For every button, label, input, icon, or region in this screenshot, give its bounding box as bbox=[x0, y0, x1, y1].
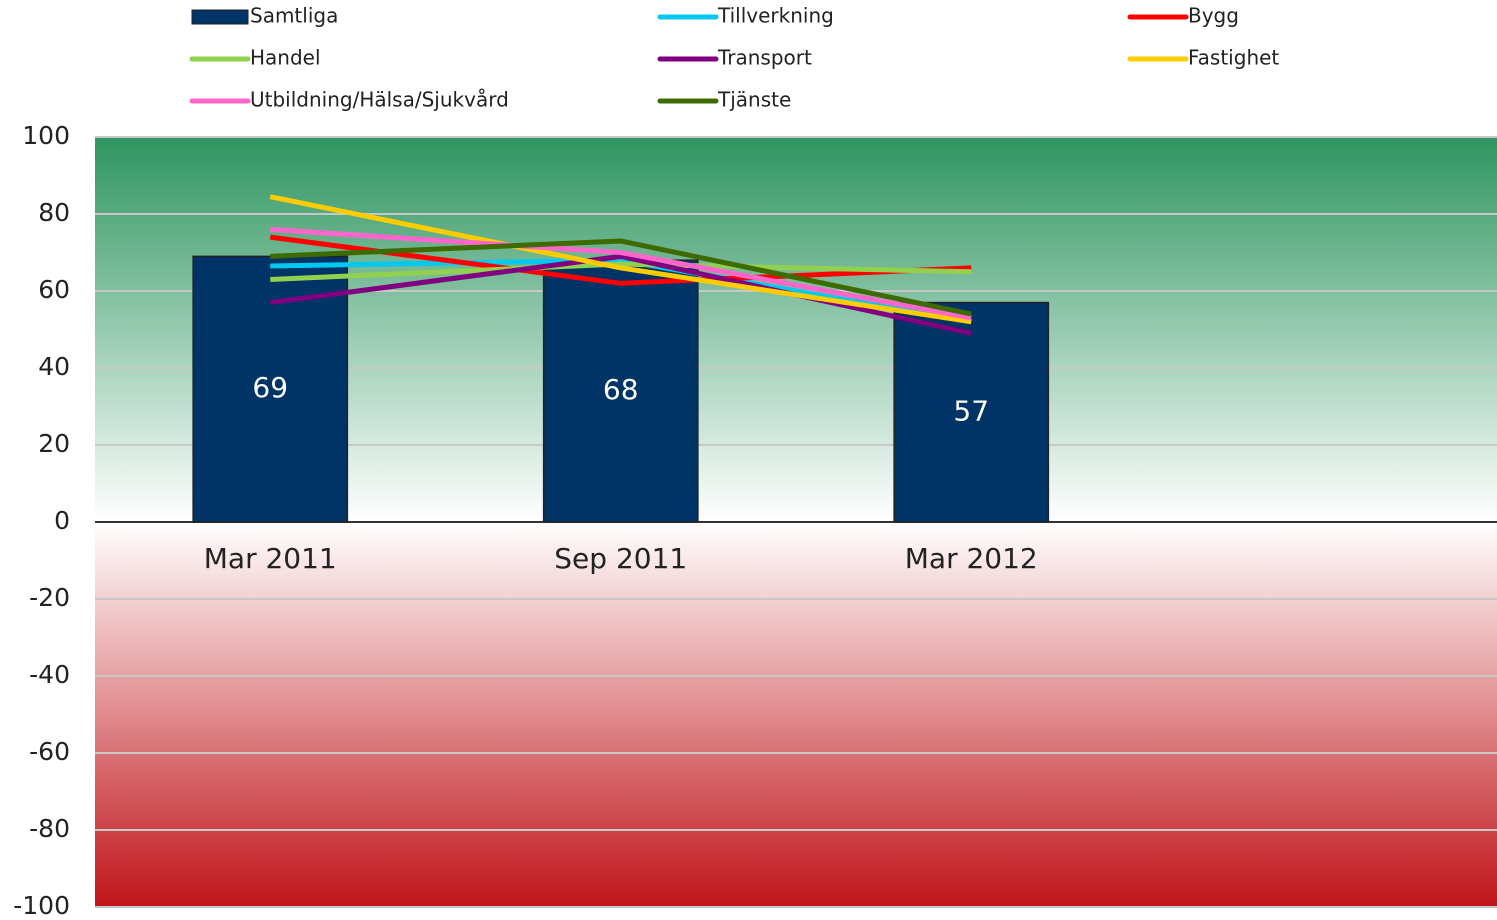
line-series bbox=[269, 194, 972, 325]
legend-label: Samtliga bbox=[250, 4, 338, 28]
legend-label: Fastighet bbox=[1188, 46, 1279, 70]
y-tick-label: 100 bbox=[22, 121, 70, 150]
line-series bbox=[270, 238, 972, 317]
legend-label: Bygg bbox=[1188, 4, 1239, 28]
line-series bbox=[270, 226, 972, 321]
y-tick-label: -60 bbox=[29, 737, 70, 766]
y-tick-label: 40 bbox=[38, 352, 70, 381]
line-series bbox=[270, 261, 972, 282]
y-tick-label: 60 bbox=[38, 275, 70, 304]
legend-label: Transport bbox=[717, 46, 812, 70]
y-tick-label: 0 bbox=[54, 506, 70, 535]
legend-label: Tjänste bbox=[717, 88, 791, 112]
x-tick-label: Mar 2012 bbox=[905, 542, 1038, 575]
data-label: 57 bbox=[953, 394, 989, 427]
y-tick-label: -40 bbox=[29, 660, 70, 689]
data-label: 68 bbox=[603, 373, 639, 406]
data-label: 69 bbox=[252, 371, 288, 404]
line-series bbox=[270, 257, 972, 325]
y-tick-label: -100 bbox=[13, 891, 70, 920]
legend-label: Utbildning/Hälsa/Sjukvård bbox=[250, 88, 509, 112]
y-tick-label: -80 bbox=[29, 814, 70, 843]
bar bbox=[893, 301, 1050, 523]
x-tick-label: Sep 2011 bbox=[554, 542, 687, 575]
y-tick-label: 80 bbox=[38, 198, 70, 227]
bar bbox=[542, 259, 699, 523]
x-tick-label: Mar 2011 bbox=[204, 542, 337, 575]
y-tick-label: 20 bbox=[38, 429, 70, 458]
y-tick-label: -20 bbox=[29, 583, 70, 612]
legend-swatch bbox=[191, 9, 249, 25]
legend-label: Tillverkning bbox=[717, 4, 834, 28]
legend-label: Handel bbox=[250, 46, 321, 70]
line-series bbox=[269, 253, 972, 336]
